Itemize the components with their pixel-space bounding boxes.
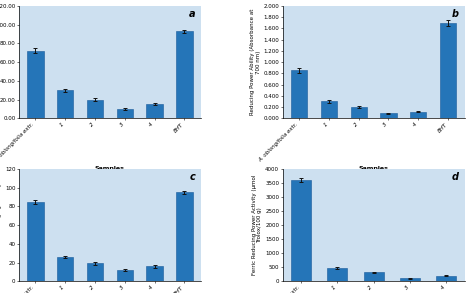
Bar — [27, 202, 44, 281]
Bar — [410, 112, 427, 118]
Bar — [117, 270, 133, 281]
Text: d: d — [452, 172, 459, 182]
Bar — [57, 257, 73, 281]
Bar — [291, 71, 307, 118]
Bar — [327, 268, 347, 281]
Bar — [350, 107, 367, 118]
X-axis label: Samples: Samples — [359, 166, 389, 171]
Bar — [146, 104, 163, 118]
Bar — [117, 109, 133, 118]
X-axis label: Samples: Samples — [95, 166, 125, 171]
Bar — [27, 51, 44, 118]
Bar — [176, 192, 192, 281]
Y-axis label: Reducing Power Ability (Absorbance at
700 nm): Reducing Power Ability (Absorbance at 70… — [250, 9, 261, 115]
Bar — [400, 278, 420, 281]
Bar — [57, 90, 73, 118]
Bar — [291, 180, 311, 281]
Text: b: b — [452, 9, 459, 19]
Bar — [436, 276, 456, 281]
Bar — [87, 263, 103, 281]
Bar — [321, 101, 337, 118]
Y-axis label: ABTS Radical Scavenging Activity %: ABTS Radical Scavenging Activity % — [0, 176, 2, 275]
Y-axis label: Ferric Reducing Power Activity (µmol
Trolox/100 g): Ferric Reducing Power Activity (µmol Tro… — [252, 175, 263, 275]
Text: c: c — [190, 172, 195, 182]
Bar — [146, 266, 163, 281]
Bar — [380, 113, 397, 118]
Bar — [440, 23, 456, 118]
Bar — [87, 100, 103, 118]
Bar — [176, 31, 192, 118]
Text: a: a — [189, 9, 195, 19]
Bar — [364, 272, 383, 281]
